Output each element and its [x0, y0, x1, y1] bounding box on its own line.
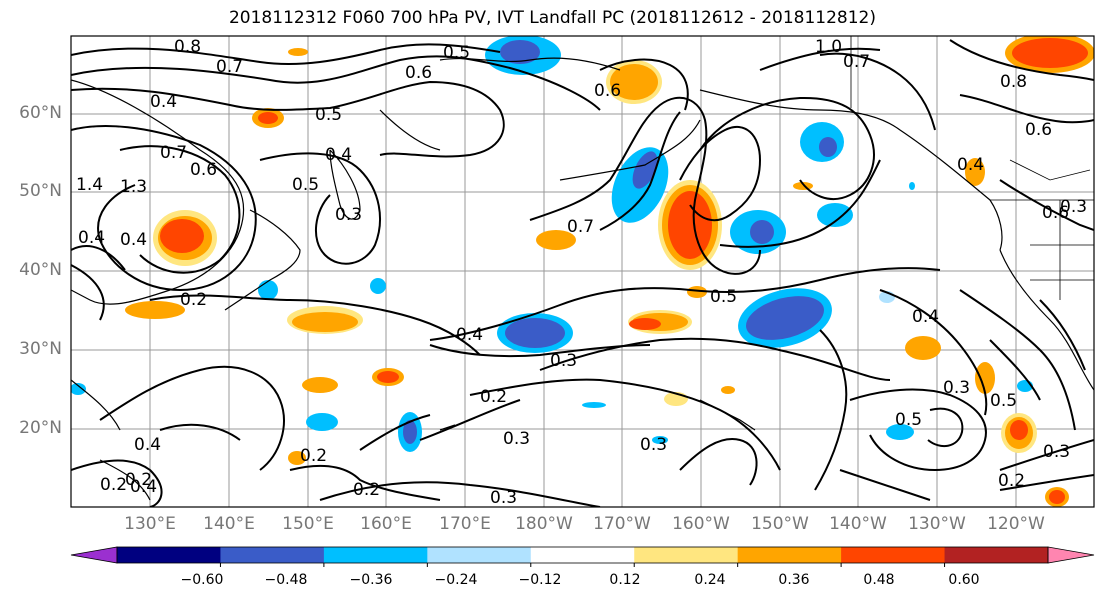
ivt-shading	[71, 36, 1094, 507]
contour-label: 0.5	[443, 43, 470, 63]
lat-label-20n: 20°N	[19, 418, 62, 438]
lat-label-60n: 60°N	[19, 103, 62, 123]
contour-label: 0.2	[125, 470, 152, 490]
colorbar-tick-label: −0.48	[264, 572, 308, 588]
contour-labels: 0.8 0.7 0.5 0.6 1.0 0.7 0.8 0.6 0.4 0.5 …	[76, 37, 1087, 508]
contour-label: 0.4	[912, 307, 939, 327]
colorbar-tick-label: 0.24	[694, 572, 726, 588]
lon-label: 170°E	[439, 514, 491, 534]
lon-label: 140°E	[203, 514, 255, 534]
coastlines	[71, 57, 1094, 501]
contour-label: 0.3	[943, 378, 970, 398]
contour-label: 0.2	[998, 471, 1025, 491]
contour-label: 0.5	[292, 175, 319, 195]
contour-label: 0.5	[710, 287, 737, 307]
colorbar-segment	[634, 547, 739, 563]
contour-label: 0.4	[130, 477, 157, 497]
contour-label: 0.3	[490, 488, 517, 508]
lat-label-30n: 30°N	[19, 339, 62, 359]
colorbar-segment	[841, 547, 946, 563]
colorbar-tick-label: 0.12	[609, 572, 641, 588]
colorbar-segment	[427, 547, 532, 563]
contour-label: 0.3	[335, 205, 362, 225]
contour-label: 0.3	[550, 351, 577, 371]
contour-label: 0.4	[78, 228, 105, 248]
colorbar-outline	[116, 546, 1049, 564]
contour-label: 0.2	[480, 387, 507, 407]
colorbar-segment	[944, 547, 1049, 563]
lon-label: 150°W	[751, 514, 809, 534]
contour-label: 0.4	[150, 92, 177, 112]
colorbar-segment	[220, 547, 325, 563]
contour-label: 0.6	[190, 160, 217, 180]
contour-label: 0.6	[405, 63, 432, 83]
map-title: 2018112312 F060 700 hPa PV, IVT Landfall…	[228, 8, 876, 28]
contour-label: 1.0	[815, 37, 842, 57]
colorbar-segment	[323, 547, 428, 563]
contour-label: 0.3	[640, 435, 667, 455]
contour-label: 0.6	[594, 81, 621, 101]
contour-label: 0.5	[315, 105, 342, 125]
contour-label: 1.3	[120, 177, 147, 197]
colorbar-tick-label: 0.48	[863, 572, 895, 588]
contour-label: 0.3	[503, 429, 530, 449]
borders	[850, 36, 1094, 300]
lat-label-50n: 50°N	[19, 181, 62, 201]
pv-contours	[71, 39, 1094, 507]
map-frame	[70, 35, 1095, 508]
colorbar-segment	[117, 547, 221, 563]
lon-label: 150°E	[282, 514, 334, 534]
lon-label: 130°W	[908, 514, 966, 534]
colorbar-extend-max	[1047, 546, 1095, 564]
colorbar-tick-label: −0.60	[180, 572, 224, 588]
contour-label: 0.2	[300, 446, 327, 466]
lon-label: 180°W	[515, 514, 573, 534]
contour-label: 0.5	[895, 410, 922, 430]
contour-label: 0.4	[134, 435, 161, 455]
lon-label: 140°W	[829, 514, 887, 534]
contour-label: 0.4	[325, 145, 352, 165]
contour-label: 0.3	[1043, 442, 1070, 462]
contour-label: 0.2	[180, 290, 207, 310]
contour-label: 0.6	[1025, 120, 1052, 140]
contour-label: 0.4	[456, 325, 483, 345]
colorbar-tick-label: −0.12	[518, 572, 562, 588]
colorbar-segment	[737, 547, 842, 563]
contour-label: 0.7	[216, 57, 243, 77]
graticule	[71, 36, 1094, 507]
contour-label: 0.2	[353, 480, 380, 500]
colorbar-tick-label: −0.24	[434, 572, 478, 588]
contour-label: 0.4	[120, 230, 147, 250]
colorbar-segment	[530, 547, 635, 563]
colorbar-tick-label: 0.60	[948, 572, 980, 588]
colorbar	[70, 546, 1095, 567]
contour-label: 0.7	[843, 52, 870, 72]
contour-label: 0.5	[990, 391, 1017, 411]
contour-label: 0.4	[957, 155, 984, 175]
contour-label: 0.2	[100, 475, 127, 495]
contour-label: 0.8	[174, 37, 201, 57]
contour-label: 0.3	[1060, 197, 1087, 217]
lat-label-40n: 40°N	[19, 260, 62, 280]
lon-label: 160°W	[672, 514, 730, 534]
colorbar-tick-label: 0.36	[778, 572, 810, 588]
colorbar-tick-label: −0.36	[349, 572, 393, 588]
lon-label: 130°E	[124, 514, 176, 534]
lon-label: 120°W	[987, 514, 1045, 534]
contour-label: 0.7	[160, 143, 187, 163]
contour-label: 1.4	[76, 175, 103, 195]
contour-label: 0.8	[1000, 72, 1027, 92]
colorbar-extend-min	[70, 546, 118, 564]
contour-label: 0.7	[567, 217, 594, 237]
contour-label: 0.6	[1042, 203, 1069, 223]
lon-label: 160°E	[360, 514, 412, 534]
lon-label: 170°W	[593, 514, 651, 534]
